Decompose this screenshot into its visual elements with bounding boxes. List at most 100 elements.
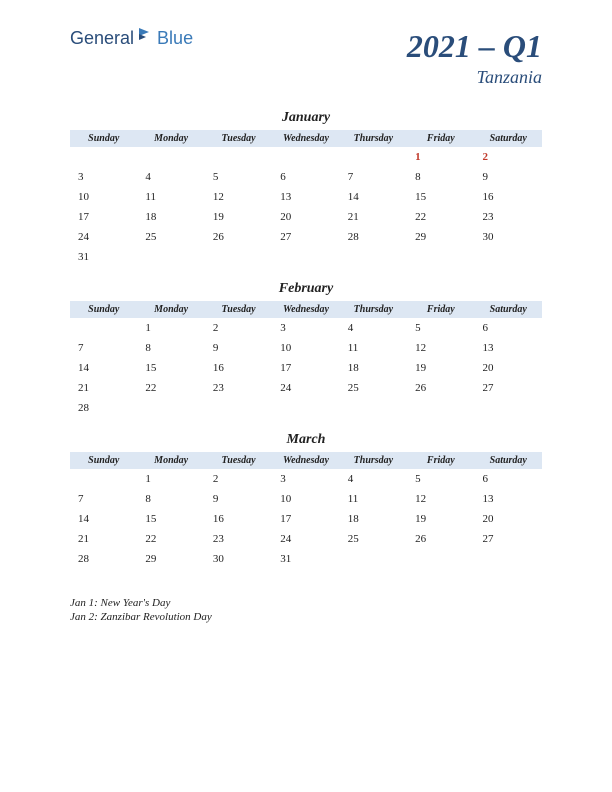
calendar-cell: 17 [272,358,339,378]
calendar-cell: 24 [272,529,339,549]
calendar-cell: 28 [70,398,137,418]
calendar-cell [272,398,339,418]
holiday-note: Jan 1: New Year's Day [70,597,542,609]
calendar-cell: 26 [407,529,474,549]
calendar-cell: 17 [70,207,137,227]
calendar-cell [272,147,339,167]
calendar-cell: 24 [70,227,137,247]
calendar-cell: 23 [475,207,542,227]
calendar-cell: 3 [272,469,339,489]
logo-text-blue: Blue [157,28,193,49]
calendar-cell: 22 [137,378,204,398]
logo-flag-icon [137,26,155,47]
calendar-cell: 5 [205,167,272,187]
calendar-cell: 4 [340,318,407,338]
calendar-cell: 14 [340,187,407,207]
calendar-cell: 17 [272,509,339,529]
calendar-cell [137,247,204,267]
calendar-cell: 14 [70,509,137,529]
calendar-cell: 18 [340,358,407,378]
weekday-header: Friday [407,452,474,469]
calendar-cell: 15 [137,509,204,529]
calendar-cell: 24 [272,378,339,398]
calendar-cell: 28 [70,549,137,569]
weekday-header: Friday [407,130,474,147]
weekday-header: Tuesday [205,452,272,469]
calendar-cell: 11 [340,338,407,358]
calendar-cell: 21 [340,207,407,227]
calendar-cell: 2 [205,469,272,489]
calendar-cell: 29 [137,549,204,569]
calendar-cell: 22 [137,529,204,549]
weekday-header: Wednesday [272,301,339,318]
calendar-cell: 8 [137,489,204,509]
weekday-header: Tuesday [205,130,272,147]
calendar-cell: 4 [137,167,204,187]
calendar-cell: 14 [70,358,137,378]
weekday-header: Saturday [475,130,542,147]
weekday-header: Monday [137,452,204,469]
calendar-cell: 1 [137,469,204,489]
calendar-cell: 27 [475,378,542,398]
calendar-cell: 3 [70,167,137,187]
calendar-cell: 27 [272,227,339,247]
calendar-cell: 8 [137,338,204,358]
weekday-header: Monday [137,130,204,147]
calendar-cell [340,247,407,267]
calendar-row: 123456 [70,469,542,489]
calendar-row: 21222324252627 [70,529,542,549]
calendar-cell: 5 [407,469,474,489]
calendar-row: 28 [70,398,542,418]
calendar-cell: 15 [137,358,204,378]
calendar-cell: 12 [407,338,474,358]
calendar-cell: 10 [272,489,339,509]
logo-text-general: General [70,28,134,49]
calendar-cell: 7 [70,338,137,358]
calendar-cell [70,318,137,338]
calendar-cell: 16 [205,509,272,529]
calendar-cell: 2 [475,147,542,167]
weekday-header: Sunday [70,452,137,469]
month-block: FebruarySundayMondayTuesdayWednesdayThur… [70,281,542,418]
calendar-cell: 23 [205,529,272,549]
calendar-cell: 6 [475,469,542,489]
calendar-cell [340,398,407,418]
calendar-cell: 9 [475,167,542,187]
calendar-row: 3456789 [70,167,542,187]
calendar-cell: 26 [407,378,474,398]
calendar-cell: 20 [475,509,542,529]
calendar-cell [475,549,542,569]
calendar-cell: 13 [272,187,339,207]
calendar-cell [70,469,137,489]
calendars-container: JanuarySundayMondayTuesdayWednesdayThurs… [0,98,612,569]
calendar-row: 14151617181920 [70,509,542,529]
calendar-cell: 2 [205,318,272,338]
weekday-header: Tuesday [205,301,272,318]
calendar-cell: 9 [205,338,272,358]
calendar-cell: 20 [475,358,542,378]
calendar-cell: 16 [205,358,272,378]
holidays-list: Jan 1: New Year's DayJan 2: Zanzibar Rev… [0,583,612,623]
page-title: 2021 – Q1 [407,28,542,65]
calendar-row: 24252627282930 [70,227,542,247]
calendar-cell [475,398,542,418]
weekday-header: Wednesday [272,452,339,469]
calendar-cell: 13 [475,338,542,358]
calendar-cell: 31 [272,549,339,569]
calendar-cell: 21 [70,529,137,549]
calendar-cell [137,147,204,167]
calendar-cell: 22 [407,207,474,227]
calendar-cell: 19 [407,358,474,378]
calendar-cell [205,247,272,267]
month-name: February [70,281,542,297]
calendar-cell: 11 [137,187,204,207]
weekday-header: Wednesday [272,130,339,147]
calendar-cell: 25 [340,529,407,549]
calendar-cell: 6 [475,318,542,338]
calendar-cell: 18 [137,207,204,227]
calendar-cell [340,147,407,167]
weekday-header: Thursday [340,130,407,147]
calendar-cell: 21 [70,378,137,398]
calendar-cell: 13 [475,489,542,509]
calendar-cell: 12 [407,489,474,509]
